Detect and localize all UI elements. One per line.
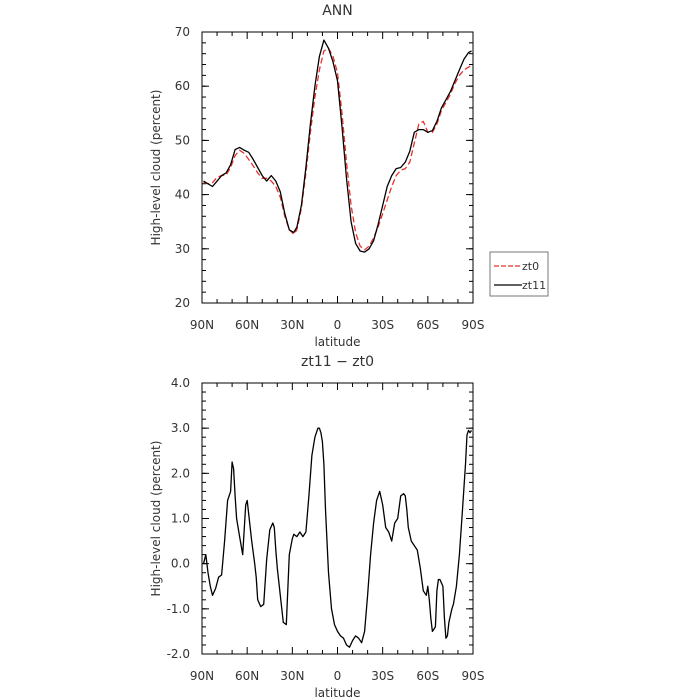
chart-title: ANN (322, 3, 353, 19)
y-tick-label: 60 (175, 79, 190, 93)
legend-label-zt11: zt11 (522, 279, 546, 292)
x-tick-label: 90N (190, 318, 214, 332)
x-tick-label: 30N (280, 669, 304, 683)
y-tick-label: 1.0 (171, 512, 190, 526)
y-tick-label: 20 (175, 296, 190, 310)
x-tick-label: 0 (334, 669, 342, 683)
x-tick-label: 60N (235, 669, 259, 683)
y-axis-label: High-level cloud (percent) (149, 441, 163, 597)
panel-2: zt11 − zt0 90N 60N 30N 0 30S 60S 90S -2.0 -1.0 0.0… (149, 354, 484, 700)
panel-1: ANN 90N 60N 30N 0 30S 60S 90S 20 30 40 50 60 70 latitu… (149, 3, 549, 349)
y-tick-label: 0.0 (171, 557, 190, 571)
x-tick-label: 60N (235, 318, 259, 332)
series-line-zt11 (203, 39, 472, 253)
chart-title: zt11 − zt0 (301, 354, 374, 370)
x-tick-label: 30S (371, 318, 394, 332)
legend: zt0 zt11 (489, 251, 549, 297)
x-tick-label: 60S (416, 669, 439, 683)
plot-frame (201, 31, 474, 304)
x-tick-label: 0 (334, 318, 342, 332)
plot-frame (201, 382, 474, 655)
x-tick-label: 30S (371, 669, 394, 683)
y-tick-label: -2.0 (167, 647, 190, 661)
x-tick-label: 30N (280, 318, 304, 332)
x-tick-label: 90N (190, 669, 214, 683)
x-tick-label: 60S (416, 318, 439, 332)
x-tick-label: 90S (462, 318, 485, 332)
legend-label-zt0: zt0 (522, 260, 539, 273)
y-tick-label: 40 (175, 188, 190, 202)
y-tick-label: 70 (175, 25, 190, 39)
y-tick-label: 30 (175, 242, 190, 256)
x-axis-label: latitude (314, 686, 360, 700)
y-tick-label: 2.0 (171, 466, 190, 480)
y-tick-label: 4.0 (171, 376, 190, 390)
y-axis-label: High-level cloud (percent) (149, 90, 163, 246)
y-tick-label: 3.0 (171, 421, 190, 435)
y-tick-label: -1.0 (167, 602, 190, 616)
x-tick-label: 90S (462, 669, 485, 683)
x-axis-label: latitude (314, 335, 360, 349)
legend-box (489, 251, 549, 297)
y-tick-label: 50 (175, 133, 190, 147)
series-line-series-1 (202, 427, 473, 648)
